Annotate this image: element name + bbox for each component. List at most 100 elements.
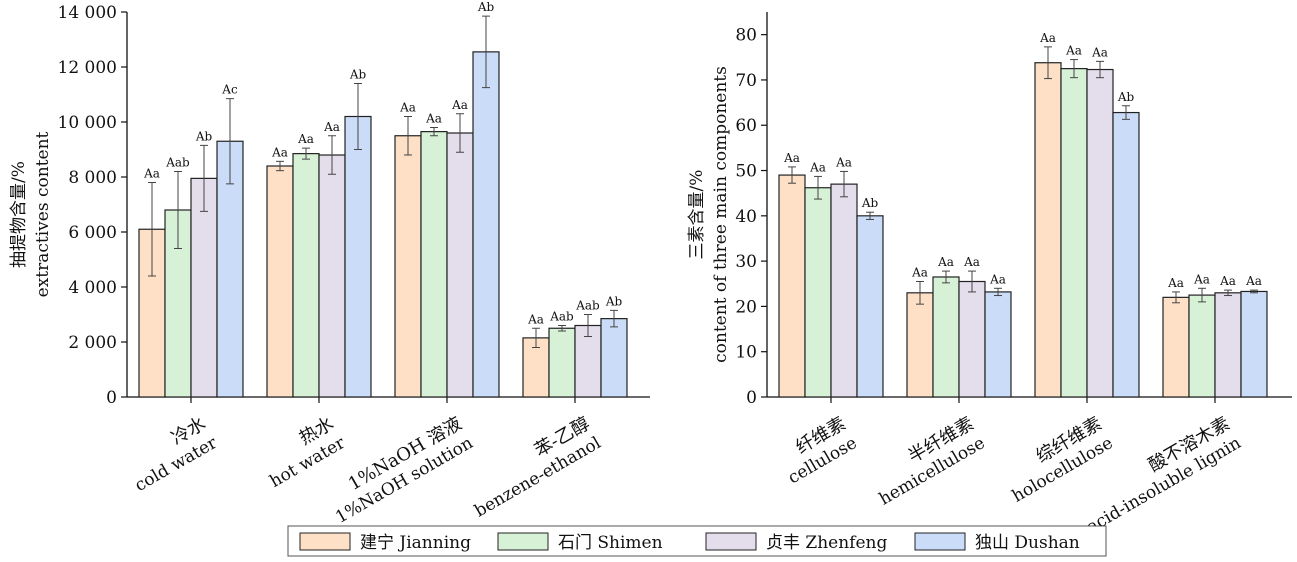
bar-1: [778, 174, 806, 398]
bar-2: [548, 327, 576, 398]
y-axis-title-cn: 抽提物含量/%: [9, 161, 29, 268]
significance-letter: Aa: [989, 272, 1006, 286]
significance-letter: Aa: [323, 120, 340, 134]
bar-4: [1112, 111, 1140, 398]
significance-letter: Ab: [349, 68, 367, 82]
significance-letter: Aa: [1193, 272, 1210, 286]
y-axis-title-en: content of three main components: [711, 66, 731, 363]
bar-4: [216, 140, 244, 398]
bar-1: [266, 165, 294, 398]
y-tick-label: 10: [735, 343, 757, 363]
y-tick-label: 14 000: [58, 3, 117, 23]
legend-swatch-1: [299, 532, 351, 551]
significance-letter: Ab: [861, 196, 879, 210]
bar-4: [600, 318, 628, 398]
bar-4: [1240, 290, 1268, 398]
legend-frame: [287, 525, 1107, 557]
significance-letter: Aab: [549, 310, 574, 324]
y-tick-label: 30: [735, 252, 757, 272]
bar-3: [1086, 68, 1114, 398]
significance-letter: Aa: [399, 101, 416, 115]
bar-4: [984, 291, 1012, 398]
significance-letter: Aa: [911, 266, 928, 280]
bar-2: [420, 131, 448, 398]
significance-letter: Aa: [527, 312, 544, 326]
bar-3: [574, 324, 602, 398]
y-tick-label: 8 000: [68, 168, 117, 188]
bar-2: [804, 187, 832, 398]
significance-letter: Aa: [783, 151, 800, 165]
significance-letter: Aa: [1039, 31, 1056, 45]
bar-4: [472, 51, 500, 398]
significance-letter: Ac: [221, 83, 238, 97]
bar-4: [344, 115, 372, 398]
bar-3: [830, 183, 858, 398]
significance-letter: Aa: [297, 132, 314, 146]
bar-4: [856, 215, 884, 398]
legend-swatch-3: [705, 532, 757, 551]
legend-swatch-4: [914, 532, 966, 551]
y-tick-label: 6 000: [68, 223, 117, 243]
significance-letter: Aab: [165, 156, 190, 170]
y-tick-label: 10 000: [58, 113, 117, 133]
significance-letter: Aa: [1091, 45, 1108, 59]
bar-1: [906, 292, 934, 398]
chart-panel-2: 0 10 20 30 40 50 60 70 80 三素含量/% content of three …: [687, 12, 1292, 538]
significance-letter: Aa: [937, 255, 954, 269]
significance-letter: Aa: [1065, 44, 1082, 58]
y-tick-label: 70: [735, 71, 757, 91]
significance-letter: Ab: [477, 0, 495, 14]
significance-letter: Aa: [809, 160, 826, 174]
y-tick-label: 0: [746, 388, 757, 408]
significance-letter: Aa: [451, 98, 468, 112]
legend-label-4: 独山 Dushan: [975, 533, 1080, 553]
bar-1: [394, 135, 422, 398]
bar-2: [1060, 68, 1088, 398]
significance-letter: Aa: [425, 112, 442, 126]
bar-3: [446, 132, 474, 398]
chart-panel-1: 0 2 000 4 000 6 000 8 000 10 000 12 000 14 000 抽…: [9, 0, 650, 528]
y-tick-label: 40: [735, 207, 757, 227]
bar-1: [1034, 62, 1062, 398]
legend-label-3: 贞丰 Zhenfeng: [766, 533, 887, 553]
bar-3: [958, 280, 986, 398]
significance-letter: Aa: [1245, 274, 1262, 288]
y-tick-label: 4 000: [68, 278, 117, 298]
bar-2: [292, 153, 320, 398]
bar-2: [932, 276, 960, 398]
significance-letter: Ab: [605, 294, 623, 308]
bar-1: [1162, 296, 1190, 398]
significance-letter: Aa: [1167, 276, 1184, 290]
y-axis-title-en: extractives content: [33, 131, 53, 297]
legend-label-2: 石门 Shimen: [558, 533, 663, 553]
significance-letter: Aa: [835, 155, 852, 169]
significance-letter: Aa: [1219, 274, 1236, 288]
significance-letter: Ab: [195, 129, 213, 143]
legend: 建宁 Jianning 石门 Shimen 贞丰 Zhenfeng 独山 Dushan: [287, 525, 1107, 557]
y-tick-label: 50: [735, 162, 757, 182]
bar-2: [1188, 294, 1216, 398]
significance-letter: Aab: [575, 299, 600, 313]
y-tick-label: 12 000: [58, 58, 117, 78]
bar-3: [1214, 292, 1242, 398]
x-category-label: 1%NaOH 溶液1%NaOH solution: [332, 413, 476, 528]
legend-label-1: 建宁 Jianning: [360, 533, 471, 553]
significance-letter: Aa: [271, 145, 288, 159]
y-tick-label: 20: [735, 297, 757, 317]
y-tick-label: 80: [735, 26, 757, 46]
bar-3: [318, 154, 346, 398]
significance-letter: Ab: [1117, 90, 1135, 104]
y-axis-title-cn: 三素含量/%: [687, 170, 707, 260]
bar-3: [190, 177, 218, 398]
legend-swatch-2: [497, 532, 549, 551]
y-tick-label: 60: [735, 116, 757, 136]
y-tick-label: 0: [106, 388, 117, 408]
